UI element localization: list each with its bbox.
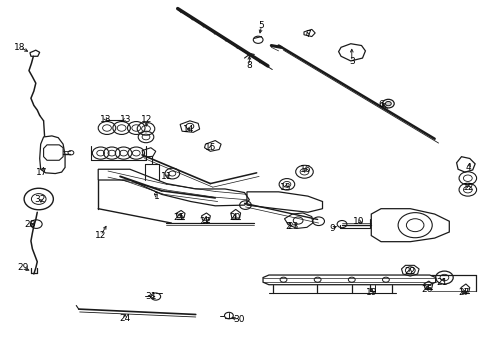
Text: 6: 6: [377, 100, 383, 109]
Text: 13: 13: [280, 183, 291, 192]
Text: 12: 12: [141, 114, 152, 123]
Text: 9: 9: [329, 224, 334, 233]
Text: 24: 24: [119, 314, 130, 323]
Text: 11: 11: [161, 172, 172, 181]
Text: 19: 19: [365, 288, 376, 297]
Text: 20: 20: [228, 213, 240, 222]
Text: 28: 28: [24, 220, 36, 229]
Text: 15: 15: [204, 143, 216, 152]
Text: 4: 4: [465, 163, 470, 172]
Text: 13: 13: [100, 114, 111, 123]
Text: 30: 30: [232, 315, 244, 324]
Circle shape: [385, 102, 390, 106]
Text: 29: 29: [17, 264, 28, 273]
Text: 17: 17: [36, 168, 48, 177]
Text: 7: 7: [305, 30, 310, 39]
Text: 32: 32: [34, 195, 45, 204]
Text: 18: 18: [15, 43, 26, 52]
Text: 31: 31: [145, 292, 156, 301]
Text: 3: 3: [348, 57, 354, 66]
Text: 12: 12: [462, 183, 473, 192]
Text: 26: 26: [421, 285, 432, 294]
Text: 22: 22: [404, 267, 415, 276]
Text: 13: 13: [120, 114, 131, 123]
Text: 16: 16: [299, 165, 310, 174]
Text: 12: 12: [95, 231, 106, 240]
Text: 21: 21: [435, 278, 447, 287]
Text: 27: 27: [457, 288, 468, 297]
Text: 14: 14: [183, 125, 194, 134]
Text: 10: 10: [353, 217, 364, 226]
Text: 5: 5: [258, 21, 264, 30]
Text: 27: 27: [200, 217, 211, 226]
Text: 23: 23: [287, 222, 298, 231]
Text: 25: 25: [173, 213, 184, 222]
Text: 2: 2: [285, 222, 290, 231]
Text: 8: 8: [246, 61, 252, 70]
Text: 1: 1: [154, 192, 159, 201]
